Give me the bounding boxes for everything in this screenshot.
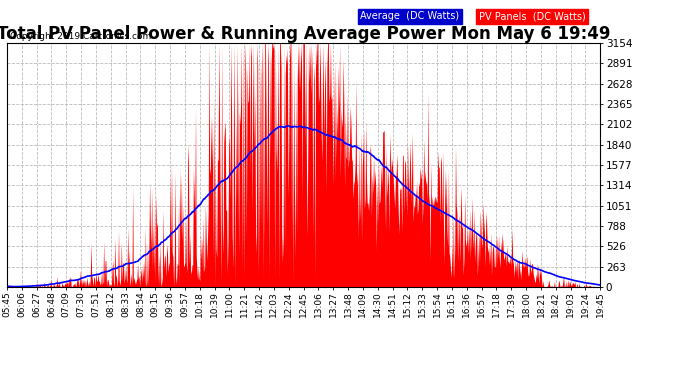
Text: Average  (DC Watts): Average (DC Watts) [360,12,459,21]
Title: Total PV Panel Power & Running Average Power Mon May 6 19:49: Total PV Panel Power & Running Average P… [0,25,611,43]
Text: PV Panels  (DC Watts): PV Panels (DC Watts) [479,12,585,21]
Text: Copyright 2019 Cartronics.com: Copyright 2019 Cartronics.com [10,32,151,41]
